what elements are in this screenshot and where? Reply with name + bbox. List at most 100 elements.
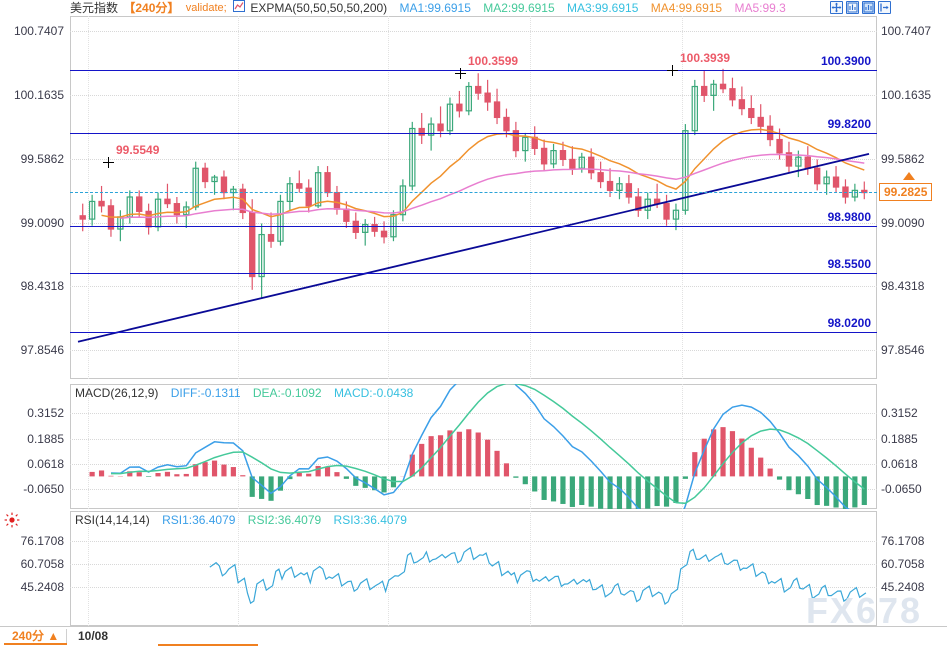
chart-indicator-icon[interactable] — [233, 0, 247, 12]
rsi-gridline — [70, 540, 877, 542]
current-price-arrow-icon — [903, 172, 915, 181]
support-resistance-label: 98.9800 — [827, 209, 871, 224]
panel-left-border — [70, 16, 71, 379]
price-gridline — [70, 158, 877, 160]
price-tick-label-left: 99.5862 — [20, 151, 64, 166]
swing-high-label: 100.3599 — [468, 54, 519, 69]
chart-shift-icon[interactable] — [878, 1, 891, 14]
panel-top-border — [70, 16, 877, 17]
chart-expand-left-icon[interactable] — [846, 1, 859, 14]
macd-tick-label-right: 0.0618 — [881, 457, 918, 472]
support-resistance-line[interactable] — [70, 273, 877, 275]
support-resistance-line[interactable] — [70, 69, 877, 71]
rsi-panel[interactable]: RSI(14,14,14) RSI1:36.4079 RSI2:36.4079 … — [70, 511, 877, 626]
swing-high-marker-icon — [667, 64, 678, 76]
macd-left-border — [70, 384, 71, 509]
macd-gridline — [70, 413, 877, 415]
panel-right-border — [876, 16, 877, 379]
macd-axis-left: 0.3152 0.1885 0.0618 -0.0650 — [0, 384, 68, 509]
price-gridline — [70, 222, 877, 224]
rsi-tick-label-right: 45.2408 — [881, 579, 925, 594]
price-tick-label-right: 97.8546 — [881, 343, 925, 358]
ma5-value: MA5:99.3 — [734, 1, 786, 15]
macd-vgridline — [388, 384, 389, 509]
macd-gridline — [70, 489, 877, 491]
rsi-tick-label-left: 60.7058 — [20, 556, 64, 571]
support-resistance-line[interactable] — [70, 132, 877, 134]
macd-tick-label-left: 0.3152 — [27, 406, 64, 421]
tab-divider — [66, 629, 67, 643]
chart-toolbar — [830, 1, 891, 15]
macd-macd-value: MACD:-0.0438 — [333, 386, 414, 400]
rsi-gridline — [70, 563, 877, 565]
rsi-series-canvas — [209, 546, 867, 605]
swing-high-label: 100.3939 — [680, 50, 731, 65]
rsi-title: RSI(14,14,14) — [75, 513, 150, 527]
price-tick-label-left: 97.8546 — [20, 343, 64, 358]
price-chart-panel[interactable]: 100.3900 99.8200 98.9800 98.5500 98.0200 99.… — [70, 16, 877, 379]
macd-tick-label-left: -0.0650 — [23, 482, 64, 497]
macd-gridline — [70, 464, 877, 466]
symbol-label: 美元指数 — [70, 1, 119, 15]
support-resistance-line[interactable] — [70, 331, 877, 333]
price-vgridline — [88, 16, 89, 379]
rsi-title-row: RSI(14,14,14) RSI1:36.4079 RSI2:36.4079 … — [75, 513, 407, 527]
watermark: FX678 — [806, 590, 923, 631]
tab-date-label: 10/08 — [78, 629, 109, 643]
price-gridline — [70, 31, 877, 33]
price-tick-label-left: 98.4318 — [20, 279, 64, 294]
macd-dea-value: DEA:-0.1092 — [252, 386, 322, 400]
macd-title-row: MACD(26,12,9) DIFF:-0.1311 DEA:-0.1092 M… — [75, 386, 413, 400]
macd-title: MACD(26,12,9) — [75, 386, 159, 400]
current-price-tag: 99.2825 — [879, 183, 933, 202]
rsi-vgridline — [388, 511, 389, 626]
price-vgridline — [388, 16, 389, 379]
sun-indicator-icon[interactable] — [4, 512, 20, 528]
rsi-vgridline — [238, 511, 239, 626]
rsi-right-border — [876, 511, 877, 626]
bottom-tab-bar[interactable]: 240分 ▲ 10/08 — [0, 626, 947, 646]
macd-gridline — [70, 438, 877, 440]
price-series-canvas — [77, 68, 870, 343]
rsi-axis-left: 76.1708 60.7058 45.2408 — [0, 511, 68, 626]
price-tick-label-right: 100.7407 — [881, 24, 932, 39]
rsi-top-border — [70, 511, 877, 512]
swing-high-marker-icon — [455, 68, 466, 80]
support-resistance-label: 98.0200 — [827, 315, 871, 330]
timeframe-label: 【240分】 — [123, 1, 180, 15]
swing-high-marker-icon — [103, 157, 114, 169]
chart-expand-right-icon[interactable] — [862, 1, 875, 14]
macd-bottom-border — [70, 508, 877, 509]
ma3-value: MA3:99.6915 — [566, 1, 639, 15]
macd-panel[interactable]: MACD(26,12,9) DIFF:-0.1311 DEA:-0.1092 M… — [70, 384, 877, 509]
indicator-label: EXPMA(50,50,50,50,200) — [250, 1, 388, 15]
price-tick-label-left: 99.0090 — [20, 215, 64, 230]
price-gridline — [70, 350, 877, 352]
macd-axis-right: 0.3152 0.1885 0.0618 -0.0650 — [877, 384, 947, 509]
move-crosshair-icon[interactable] — [830, 1, 843, 14]
macd-tick-label-right: -0.0650 — [881, 482, 922, 497]
rsi-tick-label-right: 76.1708 — [881, 533, 925, 548]
panel-bottom-border — [70, 378, 877, 379]
price-vgridline — [238, 16, 239, 379]
support-resistance-label: 99.8200 — [827, 116, 871, 131]
price-gridline — [70, 94, 877, 96]
macd-diff-value: DIFF:-0.1311 — [170, 386, 241, 400]
price-axis-right: 100.7407 100.1635 99.5862 99.0090 98.4318 97.… — [877, 16, 947, 379]
support-resistance-label: 98.5500 — [827, 257, 871, 272]
chart-header: 美元指数 【240分】 validate; EXPMA(50,50,50,50,… — [0, 0, 947, 16]
rsi-tick-label-left: 76.1708 — [20, 533, 64, 548]
macd-tick-label-left: 0.0618 — [27, 457, 64, 472]
rsi-vgridline — [88, 511, 89, 626]
swing-high-label: 99.5549 — [116, 143, 160, 158]
tab-timeframe-240[interactable]: 240分 ▲ — [4, 627, 68, 645]
macd-top-border — [70, 384, 877, 385]
macd-right-border — [876, 384, 877, 509]
support-resistance-line[interactable] — [70, 225, 877, 227]
rsi-axis-right: 76.1708 60.7058 45.2408 — [877, 511, 947, 626]
rsi-tick-label-right: 60.7058 — [881, 556, 925, 571]
crosshair-circle-icon[interactable]: validate; — [185, 2, 227, 14]
rsi2-value: RSI2:36.4079 — [247, 513, 322, 527]
rsi-vgridline — [682, 511, 683, 626]
rsi3-value: RSI3:36.4079 — [333, 513, 407, 527]
